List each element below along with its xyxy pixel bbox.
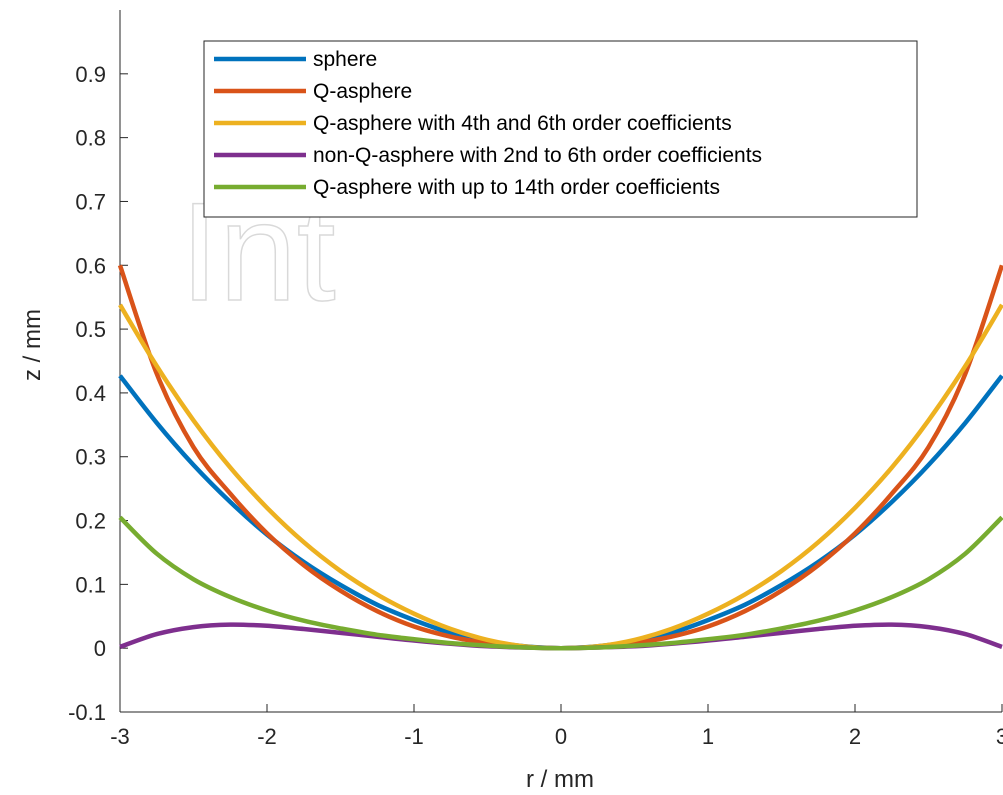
x-tick-label: -2: [257, 724, 277, 749]
y-tick-label: 0.4: [75, 381, 106, 406]
y-tick-label: 0.2: [75, 509, 106, 534]
series-line-5: [118, 515, 1003, 651]
y-tick-label: 0.7: [75, 189, 106, 214]
legend-label: Q-asphere: [313, 80, 412, 103]
y-tick-label: 0.3: [75, 445, 106, 470]
y-axis-title: z / mm: [19, 309, 46, 381]
y-tick-label: 0.6: [75, 253, 106, 278]
y-tick-label: 0.1: [75, 572, 106, 597]
x-axis-title: r / mm: [526, 766, 594, 793]
legend-label: Q-asphere with 4th and 6th order coeffic…: [313, 112, 732, 135]
legend-label: Q-asphere with up to 14th order coeffici…: [313, 176, 720, 199]
y-tick-label: -0.1: [68, 700, 106, 725]
series-line-4: [119, 622, 1003, 651]
legend: sphere Q-asphere Q-asphere with 4th and 6t…: [203, 40, 918, 218]
series-lines: [117, 264, 1003, 651]
series-line-3: [118, 303, 1003, 651]
x-tick-label: -3: [110, 724, 130, 749]
legend-box: [203, 40, 918, 218]
x-tick-label: 1: [702, 724, 714, 749]
y-tick-label: 0.5: [75, 317, 106, 342]
x-tick-label: 0: [555, 724, 567, 749]
y-tick-label: 0.9: [75, 62, 106, 87]
legend-label: non-Q-asphere with 2nd to 6th order coef…: [313, 144, 762, 167]
x-tick-label: 3: [996, 724, 1003, 749]
y-tick-label: 0.8: [75, 126, 106, 151]
axes: -3 -2 -1 0 1 2 3 -0.1 0 0.1 0.2 0.3 0.4 0.5 0.6 0.7 0.8 0…: [68, 10, 1003, 749]
y-tick-label: 0: [94, 636, 106, 661]
x-tick-label: -1: [404, 724, 424, 749]
legend-label: sphere: [313, 48, 377, 71]
x-tick-label: 2: [849, 724, 861, 749]
